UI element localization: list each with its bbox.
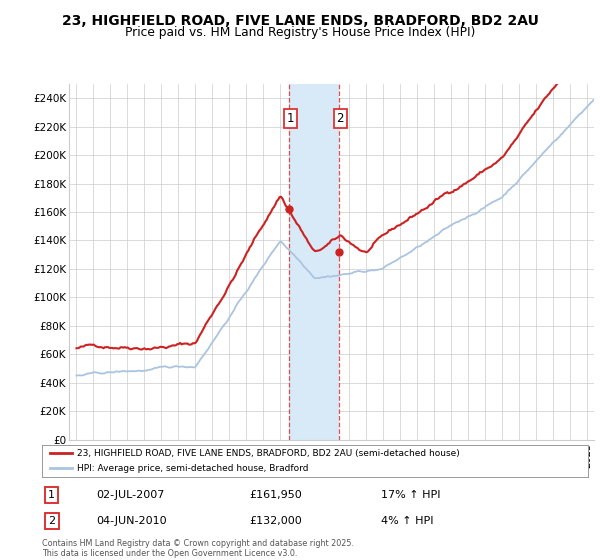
Text: 4% ↑ HPI: 4% ↑ HPI [380,516,433,526]
Text: 02-JUL-2007: 02-JUL-2007 [97,490,165,500]
Text: 23, HIGHFIELD ROAD, FIVE LANE ENDS, BRADFORD, BD2 2AU: 23, HIGHFIELD ROAD, FIVE LANE ENDS, BRAD… [62,14,538,28]
Text: Price paid vs. HM Land Registry's House Price Index (HPI): Price paid vs. HM Land Registry's House … [125,26,475,39]
Text: £161,950: £161,950 [250,490,302,500]
Text: 1: 1 [49,490,55,500]
Text: 17% ↑ HPI: 17% ↑ HPI [380,490,440,500]
Text: 1: 1 [287,111,295,125]
Text: HPI: Average price, semi-detached house, Bradford: HPI: Average price, semi-detached house,… [77,464,309,473]
Text: Contains HM Land Registry data © Crown copyright and database right 2025.
This d: Contains HM Land Registry data © Crown c… [42,539,354,558]
Text: £132,000: £132,000 [250,516,302,526]
Text: 23, HIGHFIELD ROAD, FIVE LANE ENDS, BRADFORD, BD2 2AU (semi-detached house): 23, HIGHFIELD ROAD, FIVE LANE ENDS, BRAD… [77,449,460,458]
Text: 2: 2 [337,111,344,125]
Text: 2: 2 [48,516,55,526]
Text: 04-JUN-2010: 04-JUN-2010 [97,516,167,526]
Bar [289,84,338,440]
